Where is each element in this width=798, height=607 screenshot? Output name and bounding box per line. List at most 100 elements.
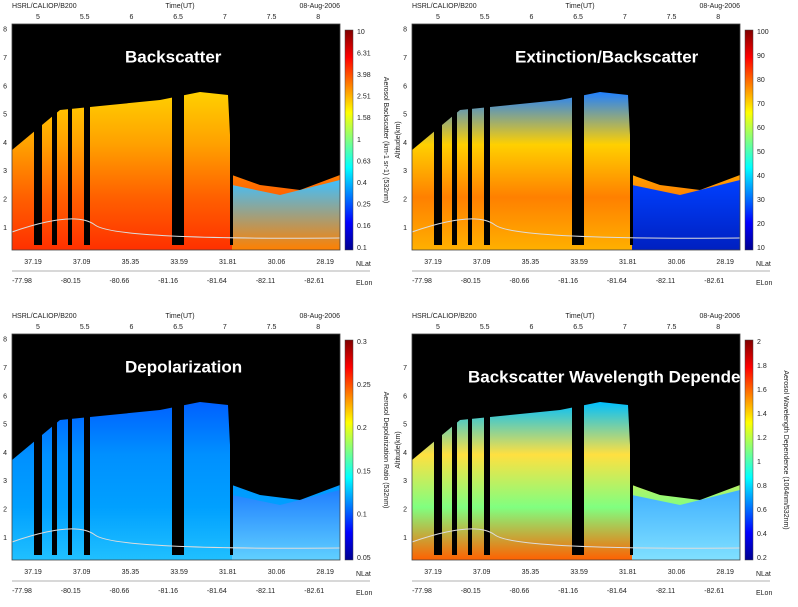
lon-tick-label: -77.98 bbox=[412, 588, 432, 595]
cloud-column bbox=[172, 339, 184, 555]
lon-tick-label: -80.15 bbox=[461, 588, 481, 595]
time-tick-label: 7 bbox=[223, 324, 227, 331]
header-right: 08-Aug-2006 bbox=[700, 313, 741, 320]
lat-tick-label: 28.19 bbox=[716, 259, 734, 266]
lon-tick-label: -82.11 bbox=[656, 588, 675, 595]
colorbar bbox=[344, 29, 354, 251]
colorbar-tick-label: 0.6 bbox=[757, 507, 767, 514]
time-tick-label: 7 bbox=[223, 14, 227, 21]
cloud-column bbox=[630, 29, 633, 245]
altitude-tick-label: 2 bbox=[403, 197, 407, 204]
colorbar-tick-label: 10 bbox=[357, 29, 365, 36]
time-tick-label: 8 bbox=[716, 324, 720, 331]
cloud-column bbox=[434, 29, 442, 245]
cloud-column bbox=[52, 339, 57, 555]
colorbar-label: Aerosol Wavelength Dependence (1064nm/53… bbox=[782, 370, 789, 529]
colorbar-tick-label: 0.16 bbox=[357, 223, 371, 230]
header-left: HSRL/CALIOP/B200 bbox=[412, 3, 477, 10]
lower-layer bbox=[632, 180, 740, 250]
lat-tick-label: 33.59 bbox=[170, 259, 188, 266]
lat-tick-label: 28.19 bbox=[716, 569, 734, 576]
lon-tick-label: -81.16 bbox=[158, 588, 178, 595]
colorbar-tick-label: 100 bbox=[757, 29, 769, 36]
lon-tick-label: -82.11 bbox=[256, 278, 275, 285]
time-tick-label: 8 bbox=[316, 14, 320, 21]
lat-tick-label: 28.19 bbox=[316, 259, 334, 266]
y-axis-label: Altitude(km) bbox=[395, 121, 402, 158]
colorbar-tick-label: 1.4 bbox=[757, 411, 767, 418]
colorbar-label: Aerosol Backscatter (km-1 sr-1) (532nm) bbox=[382, 77, 389, 203]
colorbar-tick-label: 0.4 bbox=[357, 180, 367, 187]
lon-tick-label: -77.98 bbox=[12, 588, 32, 595]
lon-tick-label: -82.61 bbox=[704, 278, 724, 285]
panel-title: Extinction/Backscatter bbox=[515, 47, 699, 66]
colorbar-tick-label: 0.8 bbox=[757, 483, 767, 490]
colorbar-tick-label: 0.1 bbox=[357, 512, 367, 519]
altitude-tick-label: 7 bbox=[3, 55, 7, 62]
altitude-tick-label: 7 bbox=[403, 55, 407, 62]
lon-tick-label: -80.66 bbox=[109, 278, 129, 285]
time-tick-label: 5.5 bbox=[480, 14, 490, 21]
altitude-tick-label: 5 bbox=[403, 112, 407, 119]
lon-tick-label: -81.64 bbox=[207, 278, 227, 285]
time-tick-label: 7.5 bbox=[267, 14, 277, 21]
colorbar-tick-label: 20 bbox=[757, 221, 765, 228]
lat-tick-label: 35.35 bbox=[522, 569, 540, 576]
colorbar-tick-label: 0.25 bbox=[357, 382, 371, 389]
altitude-tick-label: 5 bbox=[403, 422, 407, 429]
lon-label: ELon bbox=[356, 280, 372, 287]
cloud-column bbox=[484, 339, 490, 555]
colorbar bbox=[744, 339, 754, 561]
altitude-tick-label: 6 bbox=[403, 83, 407, 90]
lon-tick-label: -81.16 bbox=[558, 278, 578, 285]
lat-label: NLat bbox=[756, 261, 771, 268]
altitude-tick-label: 6 bbox=[403, 393, 407, 400]
lon-tick-label: -80.15 bbox=[61, 588, 81, 595]
colorbar-tick-label: 0.3 bbox=[357, 339, 367, 346]
colorbar-tick-label: 1.8 bbox=[757, 363, 767, 370]
lat-tick-label: 28.19 bbox=[316, 569, 334, 576]
lat-label: NLat bbox=[756, 571, 771, 578]
altitude-tick-label: 2 bbox=[3, 197, 7, 204]
cloud-column bbox=[34, 29, 42, 245]
time-tick-label: 8 bbox=[316, 324, 320, 331]
colorbar-tick-label: 1.58 bbox=[357, 115, 371, 122]
lat-tick-label: 37.09 bbox=[473, 259, 491, 266]
time-tick-label: 5 bbox=[436, 14, 440, 21]
colorbar-tick-label: 0.2 bbox=[357, 425, 367, 432]
lat-tick-label: 30.06 bbox=[668, 259, 686, 266]
colorbar bbox=[344, 339, 354, 561]
colorbar-tick-label: 0.15 bbox=[357, 468, 371, 475]
time-tick-label: 6.5 bbox=[173, 324, 183, 331]
plot-frame bbox=[11, 23, 341, 251]
cloud-column bbox=[172, 29, 184, 245]
time-tick-label: 7 bbox=[623, 14, 627, 21]
colorbar-tick-label: 0.2 bbox=[757, 555, 767, 562]
cloud-column bbox=[572, 29, 584, 245]
lat-tick-label: 37.09 bbox=[473, 569, 491, 576]
lon-label: ELon bbox=[356, 590, 372, 597]
lat-tick-label: 30.06 bbox=[268, 569, 286, 576]
cloud-column bbox=[230, 29, 233, 245]
colorbar-tick-label: 30 bbox=[757, 197, 765, 204]
time-tick-label: 6.5 bbox=[573, 14, 583, 21]
lon-tick-label: -82.61 bbox=[704, 588, 724, 595]
altitude-tick-label: 8 bbox=[403, 27, 407, 34]
cloud-column bbox=[484, 29, 490, 245]
header-center: Time(UT) bbox=[165, 313, 194, 320]
cloud-column bbox=[68, 29, 72, 245]
lower-layer bbox=[232, 490, 340, 560]
header-left: HSRL/CALIOP/B200 bbox=[412, 313, 477, 320]
time-tick-label: 6 bbox=[129, 14, 133, 21]
altitude-tick-label: 4 bbox=[3, 140, 7, 147]
altitude-tick-label: 3 bbox=[403, 478, 407, 485]
lon-tick-label: -82.11 bbox=[256, 588, 275, 595]
header-center: Time(UT) bbox=[565, 3, 594, 10]
time-tick-label: 5.5 bbox=[480, 324, 490, 331]
altitude-tick-label: 8 bbox=[3, 337, 7, 344]
plot-frame bbox=[411, 23, 741, 251]
lon-tick-label: -81.64 bbox=[207, 588, 227, 595]
colorbar-tick-label: 1.6 bbox=[757, 387, 767, 394]
plot-frame bbox=[11, 333, 341, 561]
lon-tick-label: -80.66 bbox=[509, 588, 529, 595]
